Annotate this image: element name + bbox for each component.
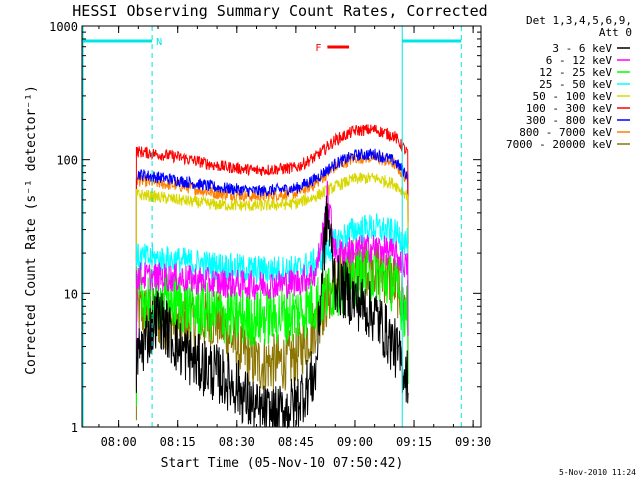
y-tick-label: 100 [56,154,78,168]
legend-entry-label: 7000 - 20000 keV [506,138,612,151]
series-line-300-800-kev [135,148,409,285]
footer-timestamp: 5-Nov-2010 11:24 [559,468,636,477]
legend-header: Det 1,3,4,5,6,9, [526,14,632,27]
y-tick-label: 10 [64,287,78,301]
y-tick-label: 1000 [49,20,78,34]
legend-entry-label: 12 - 25 keV [539,66,612,79]
x-tick-label: 09:15 [396,435,432,449]
series-line-800-7000-kev [135,150,409,291]
legend-entry-label: 50 - 100 keV [533,90,613,103]
series-line-6-12-kev [135,180,409,386]
legend-entry-label: 6 - 12 keV [546,54,613,67]
series-line-3-6-kev [135,195,409,429]
x-tick-label: 08:15 [160,435,196,449]
flag-label: F [315,43,321,54]
series-line-50-100-kev [135,172,409,305]
series-line-100-300-kev [135,124,409,262]
legend-header: Att 0 [599,26,632,39]
legend-entry-label: 3 - 6 keV [552,42,612,55]
x-tick-label: 08:00 [101,435,137,449]
chart-title: HESSI Observing Summary Count Rates, Cor… [72,2,487,20]
flag-label: N [156,37,162,48]
legend-entry-label: 100 - 300 keV [526,102,612,115]
x-axis-label: Start Time (05-Nov-10 07:50:42) [161,456,404,471]
plot-area: NF [82,26,462,429]
x-tick-label: 09:00 [337,435,373,449]
y-tick-label: 1 [71,421,78,435]
y-axis-label: Corrected Count Rate (s⁻¹ detector⁻¹) [24,85,39,375]
legend-entry-label: 25 - 50 keV [539,78,612,91]
legend-entry-label: 300 - 800 keV [526,114,612,127]
x-tick-label: 08:45 [278,435,314,449]
axes: 08:00 08:15 08:30 08:45 09:00 09:15 09:30 1 10 10… [49,20,491,449]
legend-entry-label: 800 - 7000 keV [519,126,612,139]
x-tick-label: 08:30 [219,435,255,449]
plot-frame [81,25,482,428]
x-tick-label: 09:30 [455,435,491,449]
